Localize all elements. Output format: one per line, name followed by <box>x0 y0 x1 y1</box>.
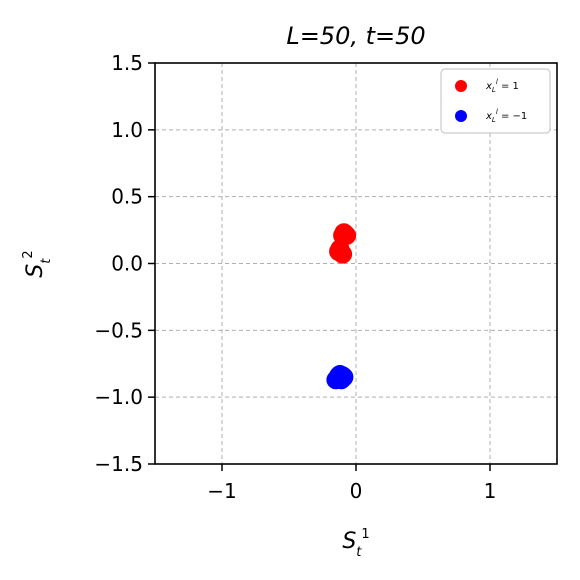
data-point-series-0-4 <box>334 223 354 243</box>
legend-box <box>440 68 551 134</box>
data-point-series-0-9 <box>330 239 350 259</box>
y-tick-label-2: −0.5 <box>94 318 143 342</box>
x-axis-label: St1 <box>342 527 369 560</box>
axis-ticks: −1 0 1 −1.5 −1.0 −0.5 0.0 0.5 1.0 1.5 <box>94 51 496 503</box>
legend: xLl = 1 xLl = −1 <box>440 68 551 134</box>
svg-text:St2: St2 <box>21 250 54 277</box>
legend-marker-blue <box>455 110 467 122</box>
y-tick-label-4: 0.5 <box>111 185 143 209</box>
data-points <box>326 223 357 390</box>
y-tick-label-6: 1.5 <box>111 51 143 75</box>
y-tick-label-3: 0.0 <box>111 252 143 276</box>
x-tick-label-1: 0 <box>350 479 363 503</box>
y-tick-label-0: −1.5 <box>94 452 143 476</box>
svg-text:St1: St1 <box>342 527 369 560</box>
data-point-series-1-8 <box>330 364 350 384</box>
legend-marker-red <box>455 80 467 92</box>
legend-label-blue: xLl = −1 <box>485 108 527 124</box>
y-tick-label-1: −1.0 <box>94 385 143 409</box>
x-tick-label-0: −1 <box>207 479 236 503</box>
y-tick-label-5: 1.0 <box>111 118 143 142</box>
x-tick-label-2: 1 <box>484 479 497 503</box>
legend-label-red: xLl = 1 <box>485 78 519 94</box>
chart-title: L=50, t=50 <box>286 22 425 50</box>
y-axis-label: St2 <box>21 250 54 277</box>
